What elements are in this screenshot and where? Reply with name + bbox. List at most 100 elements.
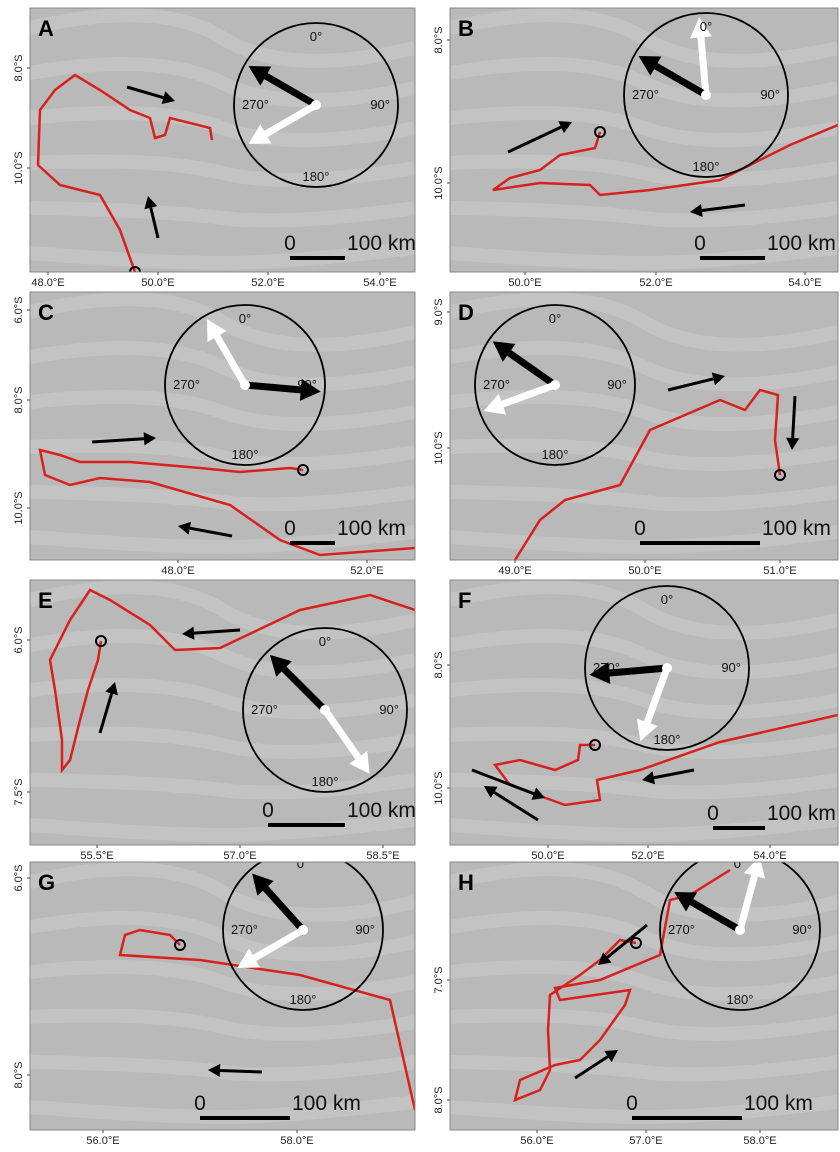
map-panel: 0° 90° 180° 270° B 0 100 km <box>450 8 838 272</box>
lat-tick-label: 10.0°S <box>433 166 445 199</box>
lat-tick-label: 8.0°S <box>13 386 25 413</box>
scale-label: 0 <box>284 232 296 255</box>
arrow-shaft <box>245 385 301 390</box>
lat-tick-label: 7.0°S <box>433 966 445 993</box>
lon-tick-label: 58.0°E <box>743 1135 776 1147</box>
compass-label: 180° <box>290 992 317 1007</box>
compass-label: 0° <box>549 311 561 326</box>
lat-tick-label: 8.0°S <box>433 26 445 53</box>
scale-label: 100 km <box>347 232 416 255</box>
scale-label: 0 <box>694 232 706 255</box>
lon-tick-label: 57.0°E <box>223 850 256 862</box>
lon-tick-label: 49.0°E <box>498 565 531 577</box>
compass-label: 90° <box>379 702 399 717</box>
compass-label: 180° <box>232 447 259 462</box>
compass-label: 180° <box>303 169 330 184</box>
compass-label: 0° <box>734 856 746 871</box>
compass-center <box>240 380 250 390</box>
compass-label: 90° <box>721 660 741 675</box>
scale-label: 100 km <box>762 517 831 540</box>
compass-label: 0° <box>661 592 673 607</box>
panel-label: E <box>38 588 53 613</box>
compass-label: 0° <box>319 634 331 649</box>
compass-label: 90° <box>760 87 780 102</box>
compass-label: 90° <box>297 377 317 392</box>
lon-tick-label: 52.0°E <box>631 850 664 862</box>
lon-tick-label: 48.0°E <box>161 565 194 577</box>
compass-label: 90° <box>607 377 627 392</box>
compass-label: 270° <box>173 377 200 392</box>
compass-label: 270° <box>483 377 510 392</box>
scale-label: 0 <box>626 1092 638 1115</box>
lat-tick-label: 8.0°S <box>433 1086 445 1113</box>
scale-label: 100 km <box>767 232 836 255</box>
compass-label: 270° <box>251 702 278 717</box>
compass-label: 0° <box>700 19 712 34</box>
figure: 0° 90° 180° 270° A 0 100 km 8.0°S 10.0°S 48.0°E 50… <box>0 0 840 1152</box>
compass-label: 270° <box>242 97 269 112</box>
compass-label: 270° <box>632 87 659 102</box>
panel-label: F <box>458 588 471 613</box>
scale-bar <box>290 256 345 260</box>
compass-label: 90° <box>370 97 390 112</box>
compass-label: 180° <box>312 774 339 789</box>
map-panel: 0° 90° 180° 270° F 0 100 km <box>450 580 838 845</box>
panel-label: B <box>458 16 474 41</box>
panel-label: H <box>458 870 474 895</box>
scale-label: 100 km <box>292 1092 361 1115</box>
lon-tick-label: 57.0°E <box>629 1135 662 1147</box>
scale-bar <box>700 256 765 260</box>
scale-bar <box>640 541 760 545</box>
compass-center <box>320 705 330 715</box>
compass-label: 270° <box>593 660 620 675</box>
lon-tick-label: 56.0°E <box>520 1135 553 1147</box>
lat-tick-label: 10.0°S <box>433 431 445 464</box>
panel-label: G <box>38 870 55 895</box>
map-panel: 0° 90° 180° 270° A 0 100 km <box>30 8 416 277</box>
lon-tick-label: 50.0°E <box>531 850 564 862</box>
panel-label: A <box>38 16 54 41</box>
scale-label: 100 km <box>767 802 836 825</box>
lon-tick-label: 54.0°E <box>363 277 396 289</box>
panel-label: C <box>38 300 54 325</box>
compass-label: 90° <box>355 922 375 937</box>
scale-bar <box>632 1116 742 1120</box>
lat-tick-label: 8.0°S <box>13 54 25 81</box>
compass-label: 180° <box>727 992 754 1007</box>
lon-tick-label: 58.0°E <box>280 1135 313 1147</box>
lon-tick-label: 50.0°E <box>628 565 661 577</box>
lat-tick-label: 6.0°S <box>13 296 25 323</box>
compass-center <box>298 925 308 935</box>
lon-tick-label: 52.0°E <box>350 565 383 577</box>
compass-label: 270° <box>668 922 695 937</box>
scale-label: 0 <box>284 517 296 540</box>
lon-tick-label: 51.0°E <box>763 565 796 577</box>
scale-label: 100 km <box>744 1092 813 1115</box>
lon-tick-label: 50.0°E <box>508 277 541 289</box>
map-panel: 0°90°180°270°D0100 km <box>450 292 838 560</box>
scale-bar <box>290 541 335 545</box>
arrow-shaft <box>220 1070 262 1072</box>
scale-label: 0 <box>707 802 719 825</box>
scale-label: 100 km <box>337 517 406 540</box>
lat-tick-label: 8.0°S <box>13 1061 25 1088</box>
compass-center <box>311 100 321 110</box>
compass-label: 0° <box>310 29 322 44</box>
compass-center <box>662 663 672 673</box>
lon-tick-label: 58.5°E <box>366 850 399 862</box>
compass-center <box>550 380 560 390</box>
compass-center <box>701 90 711 100</box>
scale-label: 0 <box>262 799 274 822</box>
compass-label: 0° <box>297 856 309 871</box>
scale-bar <box>200 1116 290 1120</box>
compass-label: 180° <box>693 159 720 174</box>
scale-bar <box>268 823 345 827</box>
lon-tick-label: 52.0°E <box>639 277 672 289</box>
lat-tick-label: 10.0°S <box>433 771 445 804</box>
scale-bar <box>713 826 765 830</box>
compass-label: 180° <box>654 732 681 747</box>
lat-tick-label: 9.0°S <box>433 298 445 325</box>
